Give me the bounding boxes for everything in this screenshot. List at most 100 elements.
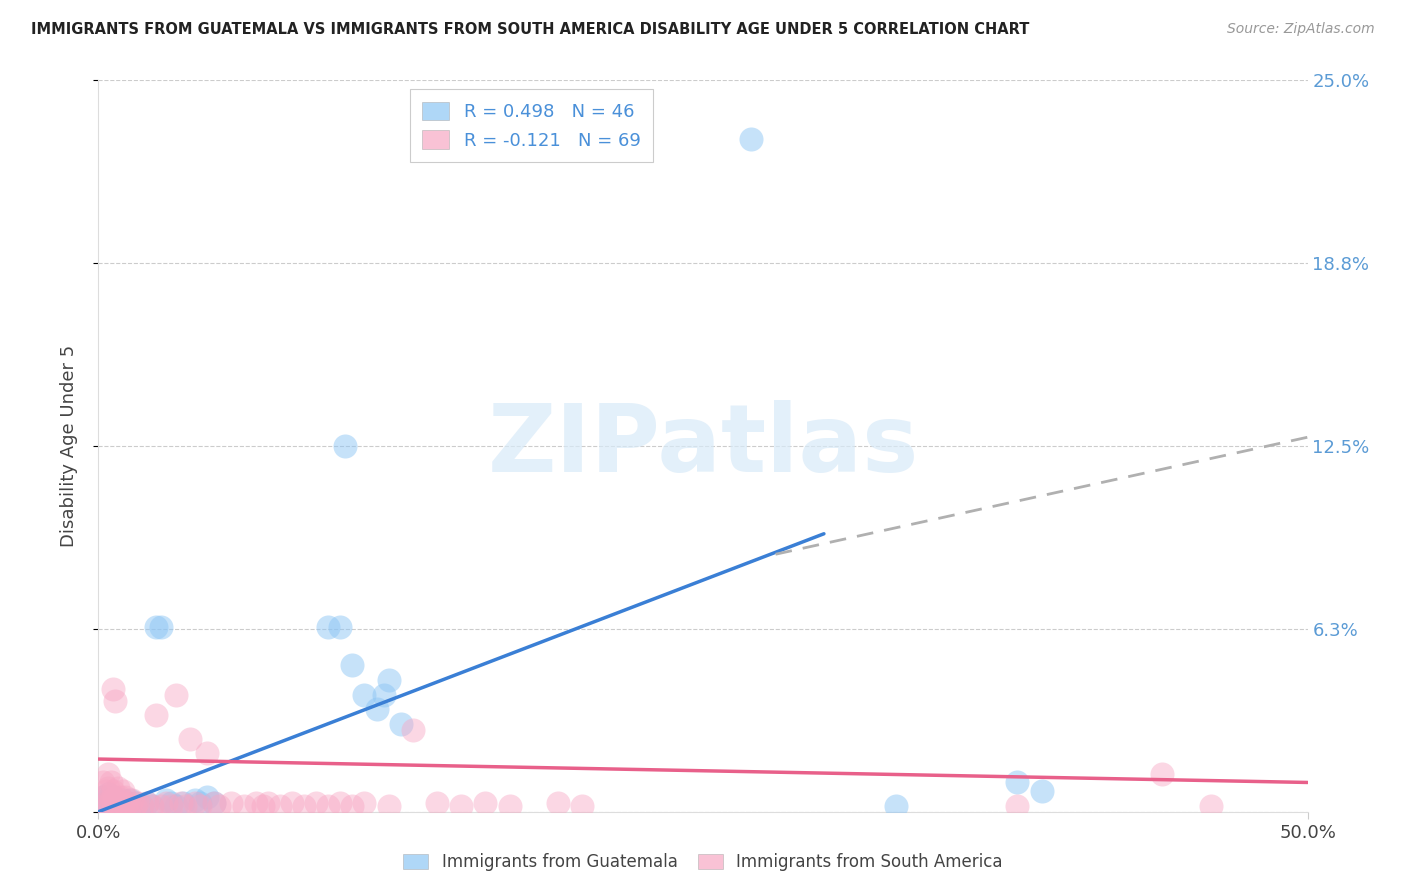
Point (329, 620, 352, 634)
Point (104, 790, 127, 805)
Point (131, 798, 153, 813)
Point (571, 798, 593, 813)
Point (160, 796, 183, 810)
Text: ZIPatlas: ZIPatlas (488, 400, 918, 492)
Point (886, 798, 908, 813)
Point (100, 793, 122, 807)
Point (150, 620, 173, 634)
Point (195, 790, 218, 805)
Point (1152, 766, 1174, 780)
Point (221, 796, 243, 810)
Point (426, 796, 449, 810)
Point (104, 793, 127, 807)
Point (547, 796, 569, 810)
Point (101, 681, 124, 696)
Point (316, 798, 339, 813)
Point (316, 620, 339, 634)
Point (377, 798, 399, 813)
Point (188, 796, 211, 810)
Point (292, 798, 315, 813)
Point (111, 796, 134, 810)
Point (90, 798, 112, 813)
Point (188, 798, 211, 813)
Point (281, 796, 304, 810)
Point (333, 439, 356, 453)
Point (145, 708, 167, 723)
Point (165, 798, 187, 813)
Point (91, 796, 114, 810)
Point (256, 796, 278, 810)
Text: Source: ZipAtlas.com: Source: ZipAtlas.com (1227, 22, 1375, 37)
Point (104, 693, 127, 707)
Point (91, 790, 114, 805)
Point (94, 784, 117, 798)
Point (124, 798, 146, 813)
Point (329, 796, 352, 810)
Point (114, 790, 136, 805)
Legend: R = 0.498   N = 46, R = -0.121   N = 69: R = 0.498 N = 46, R = -0.121 N = 69 (409, 89, 654, 162)
Point (107, 781, 129, 796)
Point (204, 796, 226, 810)
Point (232, 798, 254, 813)
Point (91, 775, 114, 789)
Text: IMMIGRANTS FROM GUATEMALA VS IMMIGRANTS FROM SOUTH AMERICA DISABILITY AGE UNDER : IMMIGRANTS FROM GUATEMALA VS IMMIGRANTS … (31, 22, 1029, 37)
Point (498, 798, 520, 813)
Point (169, 796, 191, 810)
Point (104, 798, 127, 813)
Point (160, 798, 183, 813)
Point (127, 796, 149, 810)
Point (108, 790, 131, 805)
Point (100, 775, 122, 789)
Point (111, 793, 134, 807)
Point (204, 796, 226, 810)
Point (104, 798, 127, 813)
Point (474, 796, 496, 810)
Point (155, 796, 177, 810)
Point (269, 798, 291, 813)
Point (389, 717, 412, 731)
Point (1199, 798, 1222, 813)
Point (145, 620, 167, 634)
Point (1007, 775, 1029, 789)
Point (107, 796, 129, 810)
Point (97, 766, 120, 780)
Point (184, 796, 207, 810)
Point (353, 688, 375, 702)
Point (402, 723, 425, 737)
Point (172, 796, 194, 810)
Point (97, 781, 120, 796)
Point (1007, 798, 1029, 813)
Point (184, 793, 207, 807)
Point (124, 796, 146, 810)
Point (195, 746, 218, 760)
Point (94, 793, 117, 807)
Point (150, 798, 173, 813)
Point (97, 798, 120, 813)
Point (141, 798, 163, 813)
Point (101, 784, 124, 798)
Point (117, 796, 139, 810)
Point (94, 798, 117, 813)
Point (165, 688, 187, 702)
Point (100, 798, 122, 813)
Point (101, 796, 124, 810)
Point (114, 798, 136, 813)
Point (252, 798, 274, 813)
Point (179, 731, 201, 746)
Point (740, 132, 762, 146)
Point (90, 798, 112, 813)
Point (101, 796, 124, 810)
Point (377, 673, 399, 687)
Point (141, 798, 163, 813)
Point (91, 790, 114, 805)
Point (97, 796, 120, 810)
Point (450, 798, 472, 813)
Point (353, 796, 375, 810)
Point (117, 798, 139, 813)
Point (101, 790, 124, 805)
Point (1031, 784, 1053, 798)
Point (108, 798, 131, 813)
Point (174, 798, 197, 813)
Point (100, 793, 122, 807)
Point (342, 658, 364, 673)
